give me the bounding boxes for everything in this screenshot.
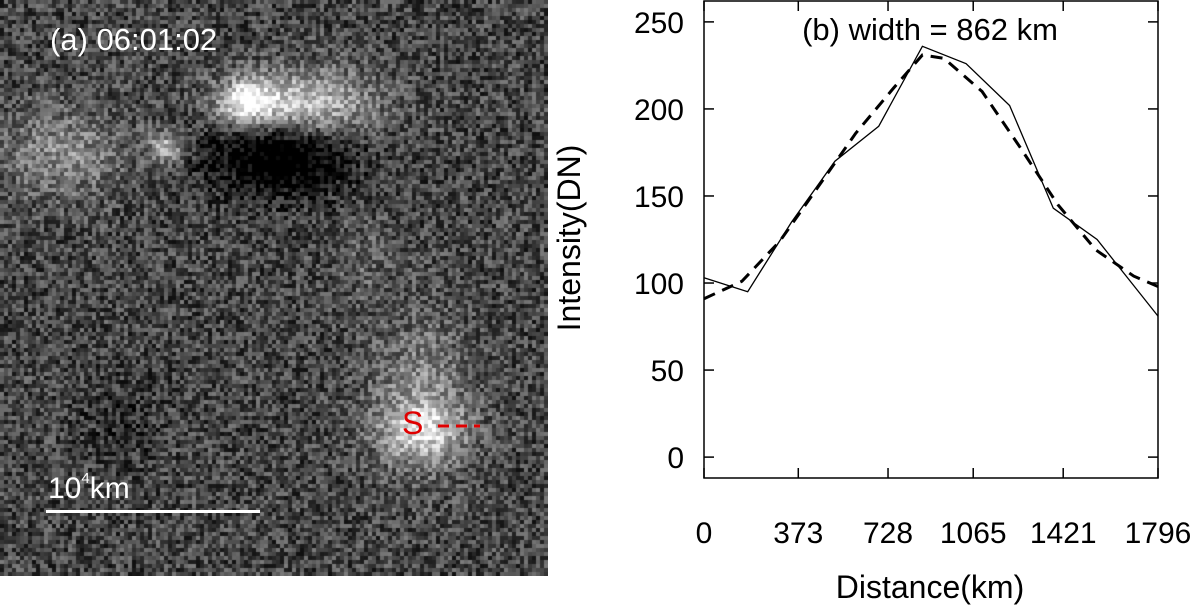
slit-overlay bbox=[438, 424, 480, 428]
y-axis-title: Intensity(DN) bbox=[551, 145, 587, 332]
y-tick-label: 150 bbox=[634, 181, 684, 214]
y-ticks: 0 50 100 150 200 250 bbox=[634, 7, 1158, 475]
scale-bar bbox=[46, 510, 260, 513]
y-tick-label: 100 bbox=[634, 268, 684, 301]
chart-title: (b) width = 862 km bbox=[802, 12, 1058, 47]
x-tick-label: 728 bbox=[863, 517, 913, 550]
panel-a-label: (a) 06:01:02 bbox=[50, 22, 218, 57]
y-tick-label: 200 bbox=[634, 94, 684, 127]
scale-unit: km bbox=[89, 472, 130, 505]
y-tick-label: 50 bbox=[651, 355, 684, 388]
x-tick-label: 1421 bbox=[1030, 517, 1097, 550]
x-tick-label: 0 bbox=[696, 517, 713, 550]
image-panel: (a) 06:01:02 S 104km bbox=[0, 0, 548, 576]
profile-panel: 0 50 100 150 200 250 0 373 728 1065 1421 1796 (b) … bbox=[548, 0, 1200, 605]
gaussian-fit-line bbox=[703, 53, 1159, 301]
x-axis-title: Distance(km) bbox=[836, 569, 1024, 605]
scale-label: 104km bbox=[48, 470, 130, 506]
measured-profile-line bbox=[703, 45, 1159, 317]
scale-exponent: 4 bbox=[81, 470, 90, 487]
profile-chart: 0 50 100 150 200 250 0 373 728 1065 1421 1796 (b) … bbox=[551, 0, 1192, 605]
scale-base: 10 bbox=[48, 472, 82, 505]
x-tick-label: 1065 bbox=[940, 517, 1007, 550]
x-tick-label: 373 bbox=[773, 517, 823, 550]
solar-image bbox=[0, 0, 548, 576]
y-tick-label: 250 bbox=[634, 7, 684, 40]
slit-label: S bbox=[402, 405, 424, 441]
y-tick-label: 0 bbox=[667, 442, 684, 475]
x-ticks: 0 373 728 1065 1421 1796 bbox=[696, 1, 1192, 550]
plot-frame bbox=[703, 0, 1159, 479]
x-tick-label: 1796 bbox=[1125, 517, 1192, 550]
